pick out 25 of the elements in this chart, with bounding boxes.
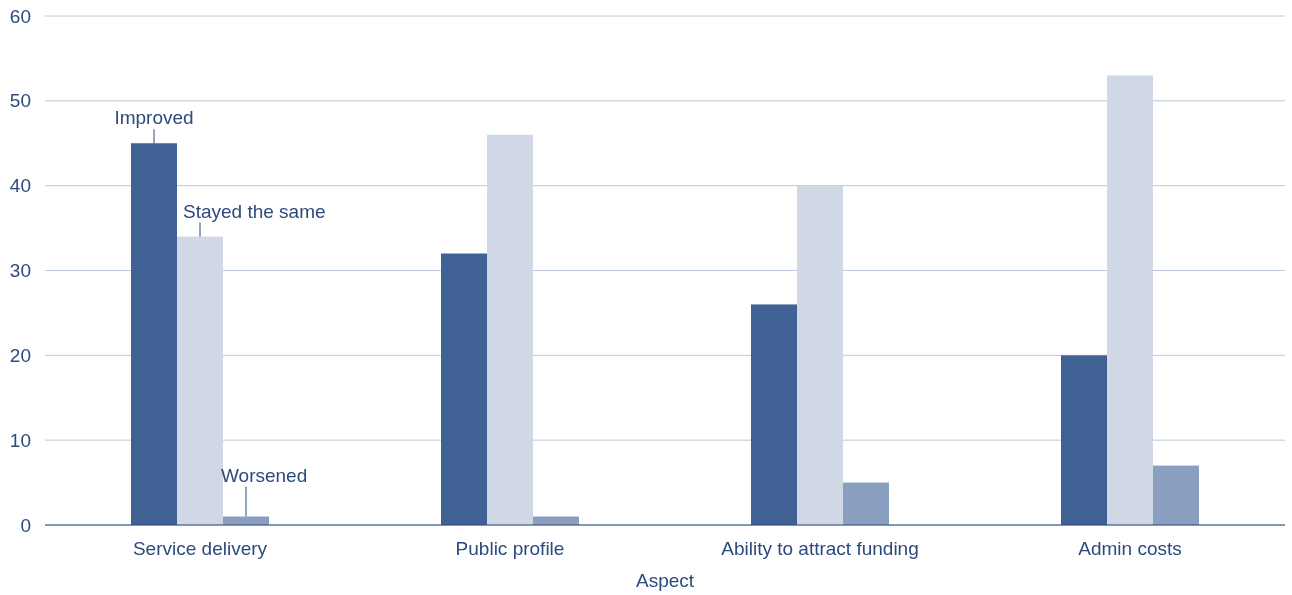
bar bbox=[1061, 355, 1107, 525]
x-axis-title: Aspect bbox=[635, 570, 695, 591]
x-tick-label: Public profile bbox=[455, 538, 565, 559]
bar bbox=[797, 185, 843, 525]
bar bbox=[177, 236, 223, 525]
series-label: Stayed the same bbox=[183, 200, 326, 222]
x-tick-label: Service delivery bbox=[132, 538, 268, 559]
bar bbox=[487, 134, 533, 525]
bar bbox=[441, 253, 487, 525]
bar bbox=[131, 143, 177, 525]
y-tick-label: 10 bbox=[9, 429, 31, 451]
y-tick-label: 60 bbox=[9, 5, 31, 27]
bar bbox=[1107, 75, 1153, 525]
y-tick-label: 40 bbox=[9, 175, 31, 197]
bar bbox=[1153, 465, 1199, 525]
x-tick-label: Ability to attract funding bbox=[721, 538, 919, 559]
series-label: Worsened bbox=[221, 464, 308, 486]
x-tick-label: Admin costs bbox=[1078, 538, 1182, 559]
y-tick-label: 50 bbox=[9, 90, 31, 112]
y-tick-label: 30 bbox=[9, 260, 31, 282]
bar bbox=[751, 304, 797, 525]
y-tick-label: 0 bbox=[20, 514, 31, 536]
y-tick-label: 20 bbox=[9, 344, 31, 366]
series-label: Improved bbox=[114, 107, 194, 129]
bar bbox=[843, 482, 889, 525]
